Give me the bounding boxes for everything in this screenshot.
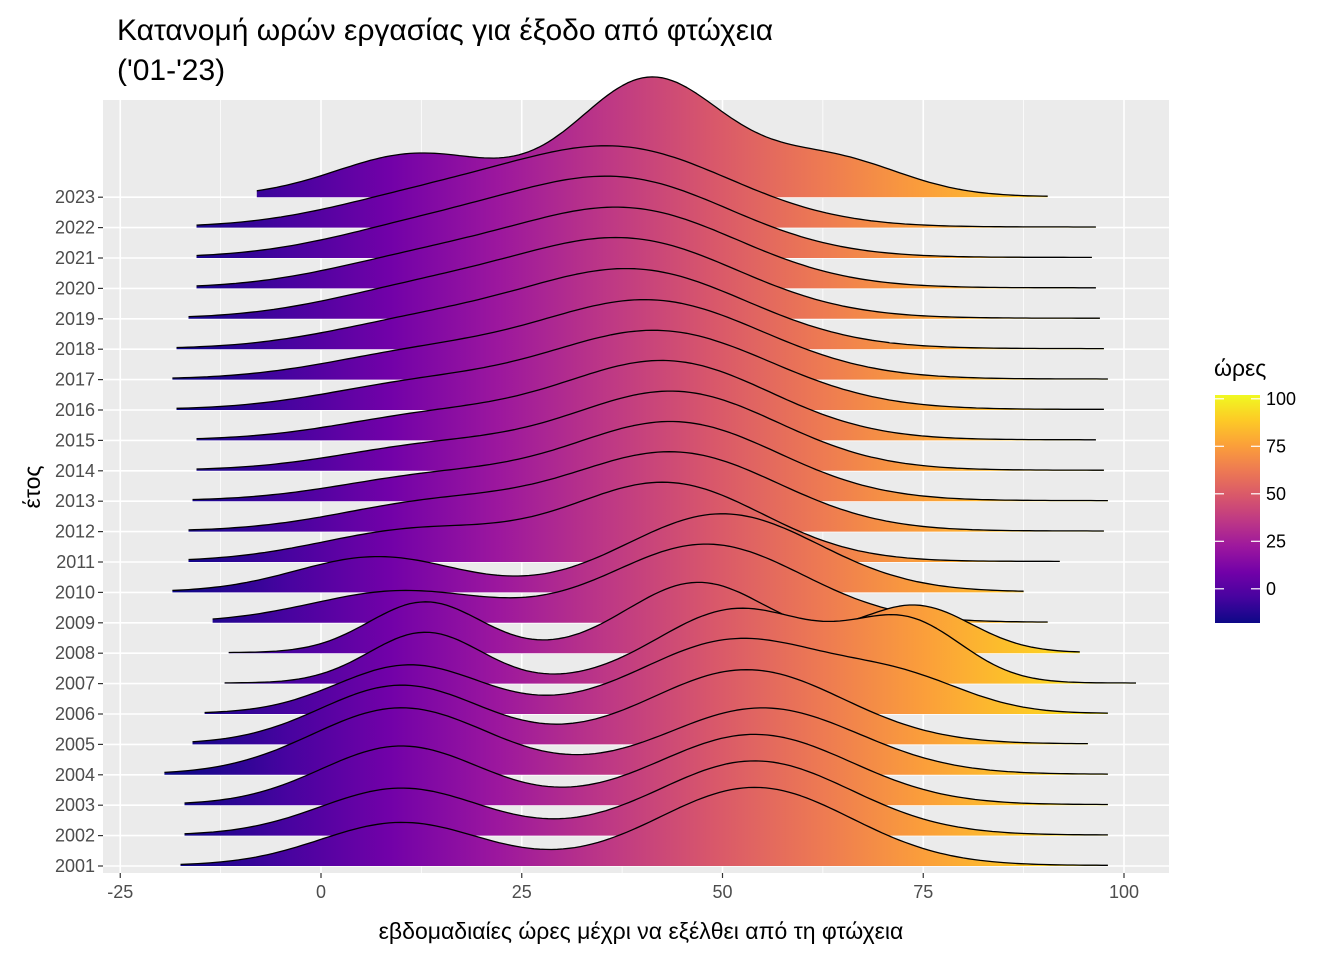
y-tick-label-2015: 2015: [55, 430, 95, 450]
ridge-area-2002: [184, 760, 1108, 836]
legend-tick-label: 25: [1266, 531, 1286, 551]
y-tick-label-2003: 2003: [55, 795, 95, 815]
y-tick-label-2011: 2011: [56, 552, 95, 572]
y-tick-label-2001: 2001: [55, 856, 95, 876]
ridge-layer: [164, 76, 1137, 866]
ridge-outline-2021: [196, 175, 1092, 259]
ridge-area-2003: [184, 734, 1108, 806]
y-tick-label-2014: 2014: [55, 461, 95, 481]
y-tick-label-2017: 2017: [55, 370, 95, 390]
y-tick-label-2005: 2005: [55, 734, 95, 754]
color-legend: ώρες 0 25 50 75 100: [1214, 355, 1296, 623]
legend-tick-label: 100: [1266, 389, 1296, 409]
ridge-outline-2016: [176, 329, 1104, 410]
x-tick-label: -25: [107, 882, 133, 902]
ridge-outline-2014: [196, 390, 1104, 471]
y-tick-label-2023: 2023: [55, 187, 95, 207]
y-tick-label-2002: 2002: [55, 826, 95, 846]
ridge-outline-2019: [188, 236, 1100, 319]
legend-title: ώρες: [1214, 355, 1266, 381]
ridge-2023: [256, 76, 1048, 198]
ridge-outline-2006: [204, 637, 1108, 714]
y-axis-title: έτος: [19, 466, 45, 509]
y-axis: 2001 2002 2003 2004 2005 2006 2007 2008 2009 2010…: [55, 187, 103, 876]
ridge-area-2023: [256, 76, 1048, 198]
ridge-2001: [180, 786, 1108, 866]
ridge-outline-2012: [188, 451, 1104, 532]
ridge-outline-2005: [192, 669, 1088, 745]
y-tick-label-2009: 2009: [55, 613, 95, 633]
ridge-area-2001: [180, 787, 1108, 866]
x-tick-label: 100: [1109, 882, 1139, 902]
ridge-outline-2007: [224, 607, 1136, 684]
y-tick-label-2008: 2008: [55, 643, 95, 663]
y-tick-label-2021: 2021: [55, 248, 95, 268]
ridge-outline-2018: [176, 267, 1104, 350]
ridge-outline-2013: [192, 420, 1108, 502]
ridge-outline-2022: [196, 145, 1096, 228]
legend-ticks: 0 25 50 75 100: [1215, 389, 1296, 599]
ridge-outline-2020: [196, 206, 1096, 289]
ridge-outline-2015: [196, 359, 1096, 441]
y-tick-label-2010: 2010: [55, 582, 95, 602]
y-tick-label-2020: 2020: [55, 278, 95, 298]
ridge-outline-2011: [188, 481, 1060, 563]
ridge-outline-2004: [164, 707, 1108, 775]
ridge-outline-2023: [256, 76, 1048, 197]
ridge-area-2007: [224, 608, 1137, 684]
y-tick-label-2016: 2016: [55, 400, 95, 420]
legend-color-bar: [1215, 395, 1260, 623]
ridge-outline-2010: [172, 513, 1024, 592]
x-tick-label: 25: [512, 882, 532, 902]
x-tick-label: 75: [913, 882, 933, 902]
ridge-2003: [184, 733, 1108, 806]
legend-tick-label: 0: [1266, 579, 1276, 599]
y-tick-label-2018: 2018: [55, 339, 95, 359]
ridge-2002: [184, 760, 1108, 836]
ridge-2007: [224, 607, 1137, 684]
y-tick-label-2007: 2007: [55, 674, 95, 694]
y-tick-label-2012: 2012: [55, 522, 95, 542]
ridge-area-2010: [172, 513, 1024, 593]
chart-title-line-1: Κατανομή ωρών εργασίας για έξοδο από φτώ…: [117, 14, 773, 47]
ridge-outline-2017: [172, 298, 1108, 380]
legend-tick-label: 50: [1266, 484, 1286, 504]
ridge-area-2011: [188, 482, 1060, 562]
ridge-outline-2003: [184, 733, 1108, 806]
legend-tick-label: 75: [1266, 436, 1286, 456]
y-tick-label-2022: 2022: [55, 218, 95, 238]
x-axis-title: εβδομαδιαίες ώρες μέχρι να εξέλθει από τ…: [379, 918, 904, 944]
x-axis: -25 0 25 50 75 100: [107, 873, 1139, 902]
y-tick-label-2006: 2006: [55, 704, 95, 724]
ridge-outline-2001: [180, 786, 1108, 866]
y-tick-label-2019: 2019: [55, 309, 95, 329]
x-tick-label: 0: [316, 882, 326, 902]
ridge-outline-2002: [184, 760, 1108, 836]
y-tick-label-2013: 2013: [55, 491, 95, 511]
ridge-2011: [188, 481, 1060, 563]
ridge-outline-2008: [228, 581, 1080, 654]
y-tick-label-2004: 2004: [55, 765, 95, 785]
x-tick-label: 50: [712, 882, 732, 902]
ridge-2010: [172, 513, 1024, 593]
chart-title-line-2: ('01-'23): [117, 54, 225, 87]
